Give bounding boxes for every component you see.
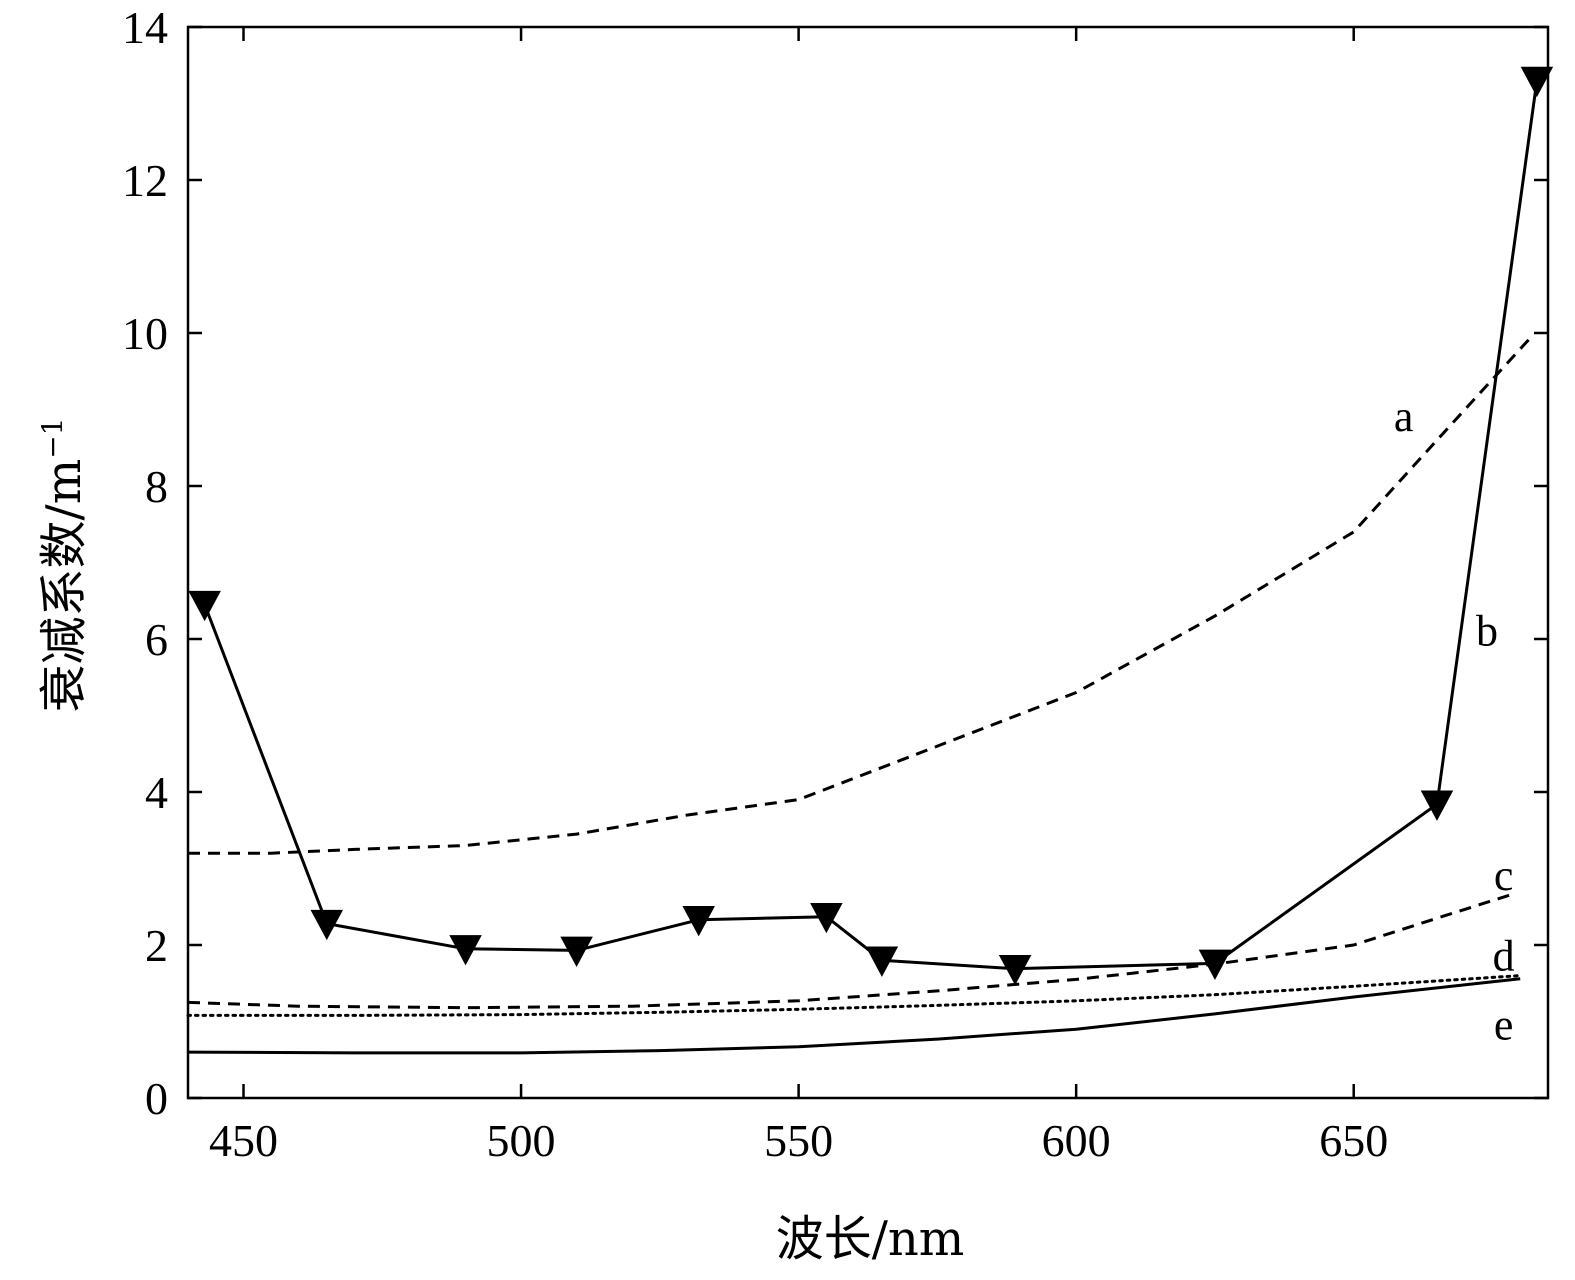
y-axis-title: 衰减系数/m−1 [36, 418, 92, 713]
series-label-d: d [1493, 931, 1515, 980]
y-tick-label: 4 [145, 767, 168, 818]
x-tick-label: 550 [764, 1115, 833, 1166]
y-tick-label: 2 [145, 920, 168, 971]
y-tick-label: 8 [145, 461, 168, 512]
axes [186, 25, 1550, 1100]
series-b-marker [1420, 790, 1454, 821]
series-b-marker [560, 936, 593, 967]
series-b-marker [449, 935, 482, 966]
series-b-marker [310, 909, 344, 941]
y-tick-label: 10 [122, 308, 168, 359]
series-b-marker [865, 946, 899, 977]
series-b-marker [998, 954, 1032, 986]
series-markers [188, 66, 1554, 986]
series-labels: a b cde [1394, 392, 1515, 1049]
x-tick-label: 650 [1319, 1115, 1388, 1166]
y-tick-label: 12 [122, 155, 168, 206]
x-tick-label: 500 [487, 1115, 556, 1166]
y-tick-label: 6 [145, 614, 168, 665]
series-label-c: c [1494, 851, 1514, 900]
series-b-marker [810, 902, 843, 934]
series-b-marker [188, 590, 221, 622]
series-lines [186, 80, 1539, 1055]
series-line-a [188, 335, 1533, 855]
series-line-d [186, 974, 1522, 1017]
series-label-b: b [1476, 606, 1498, 655]
y-tick-label: 14 [122, 2, 168, 53]
ticks: 450 500 550 600 650 0 2 4 6 8 10 12 14 [122, 2, 1548, 1166]
series-label-e: e [1494, 1000, 1514, 1049]
series-line-e [187, 977, 1521, 1055]
y-tick-label: 0 [145, 1073, 168, 1124]
y-axis-title-superscript: −1 [36, 418, 69, 459]
series-label-a: a [1394, 392, 1414, 441]
series-b-marker [1198, 949, 1232, 980]
series-line-c [187, 893, 1510, 1010]
y-axis-title-main: 衰减系数/m [36, 459, 92, 713]
series-b-marker [1520, 66, 1554, 98]
plot-frame [186, 25, 1550, 1100]
x-tick-label: 600 [1042, 1115, 1111, 1166]
series-b-marker [682, 906, 715, 937]
x-tick-label: 450 [209, 1115, 278, 1166]
series-line-b [203, 80, 1539, 971]
x-axis-title: 波长/nm [776, 1211, 965, 1267]
